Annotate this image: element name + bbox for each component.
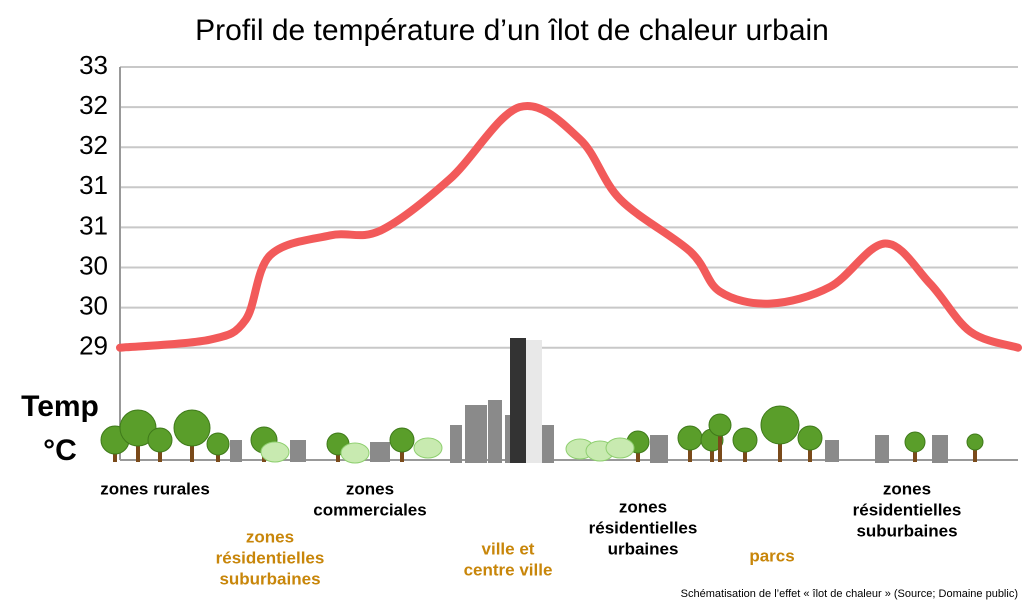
chart-title: Profil de température d’un îlot de chale… [195, 14, 829, 47]
zone-label: résidentielles [589, 518, 698, 537]
y-tick-label: 33 [79, 50, 108, 80]
zone-label: commerciales [313, 500, 426, 519]
building [450, 425, 462, 463]
tree [904, 431, 926, 453]
y-tick-label: 31 [79, 170, 108, 200]
tree-trunk [400, 448, 404, 462]
building [230, 440, 242, 462]
tree [677, 425, 703, 451]
tree-trunk [688, 446, 692, 462]
building [370, 442, 390, 462]
tree-trunk [216, 451, 220, 462]
tree [206, 432, 230, 456]
y-tick-label: 30 [79, 250, 108, 280]
y-tick-label: 32 [79, 130, 108, 160]
y-axis-label: °C [43, 434, 77, 467]
y-tick-label: 30 [79, 290, 108, 320]
zone-label: résidentielles [853, 500, 962, 519]
tree [147, 427, 173, 453]
zone-label: zones [346, 479, 394, 498]
building [932, 435, 948, 463]
tree [797, 425, 823, 451]
tree-trunk [158, 448, 162, 462]
building [650, 435, 668, 463]
tree [708, 413, 732, 437]
source-note: Schématisation de l’effet « îlot de chal… [681, 588, 1018, 600]
tree-trunk [710, 447, 714, 462]
tree-trunk [718, 432, 722, 462]
building [540, 425, 554, 463]
tree-trunk [136, 442, 140, 462]
zone-label: suburbaines [219, 569, 320, 588]
tree-trunk [113, 450, 117, 462]
tree [732, 427, 758, 453]
building [290, 440, 306, 462]
tree [760, 405, 800, 445]
tree-trunk [190, 442, 194, 462]
tree-trunk [778, 440, 782, 462]
zone-label: ville et [482, 539, 535, 558]
zone-label: résidentielles [216, 548, 325, 567]
building [875, 435, 889, 463]
bush [260, 441, 290, 463]
bush [340, 442, 370, 464]
zone-label: zones rurales [100, 479, 210, 498]
y-tick-label: 29 [79, 331, 108, 361]
tree [966, 433, 984, 451]
bush [413, 437, 443, 459]
zone-label: zones [246, 527, 294, 546]
tree [389, 427, 415, 453]
scenery [100, 338, 984, 464]
tree [173, 409, 211, 447]
zone-label: suburbaines [856, 521, 957, 540]
temperature-line [116, 101, 1022, 352]
tower [526, 340, 542, 463]
zone-label: urbaines [608, 539, 679, 558]
y-tick-label: 32 [79, 90, 108, 120]
y-tick-label: 31 [79, 210, 108, 240]
tree-trunk [743, 448, 747, 462]
tree [119, 409, 157, 447]
zone-label: zones [619, 497, 667, 516]
zone-label: centre ville [464, 560, 553, 579]
tree-trunk [973, 446, 977, 462]
bush [605, 437, 635, 459]
tower [510, 338, 526, 463]
tree-trunk [336, 451, 340, 462]
tree-trunk [636, 449, 640, 462]
zone-label: zones [883, 479, 931, 498]
tree-trunk [808, 446, 812, 462]
building [488, 400, 502, 463]
zone-label: parcs [749, 546, 794, 565]
y-axis-label: Temp [21, 390, 99, 423]
tree-trunk [913, 448, 917, 462]
building [465, 405, 487, 463]
building [825, 440, 839, 462]
